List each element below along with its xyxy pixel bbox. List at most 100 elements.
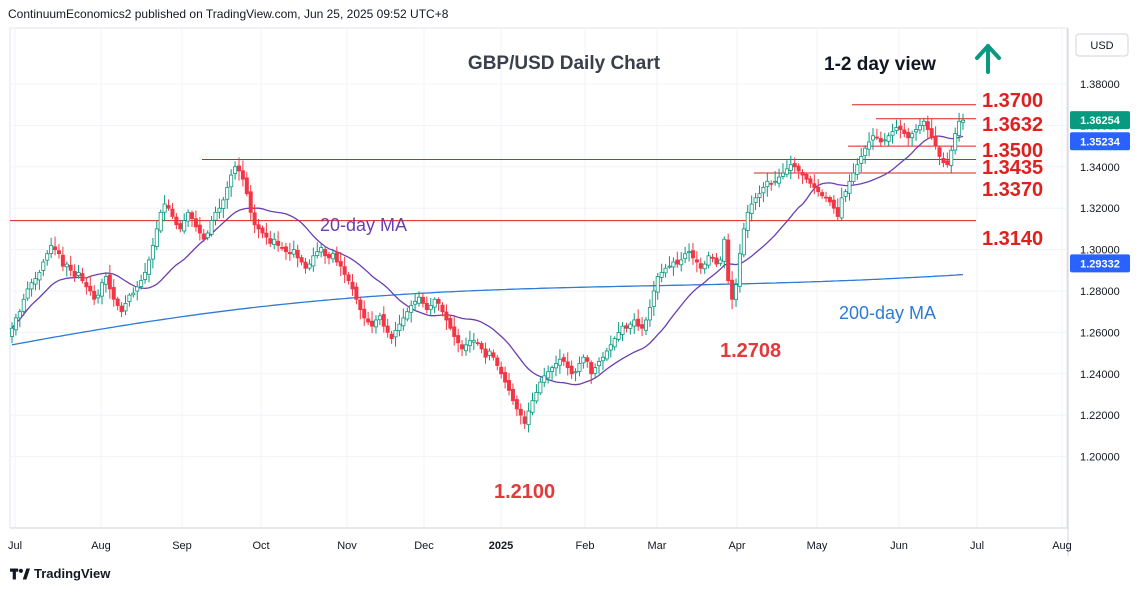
candle-body [460,344,465,350]
candle-body [56,250,61,255]
tradingview-footer[interactable]: TradingView [10,566,110,581]
candle-body [616,331,621,340]
candle-body [957,120,962,136]
level-label: 1.3370 [982,179,1043,201]
candle-body [307,263,312,269]
candle-body [29,282,34,290]
candle-body [354,286,359,300]
price-tag [1070,111,1130,130]
candle-body [96,294,101,299]
candle-body [276,240,281,246]
candle-body [487,350,492,356]
candle-body [135,286,140,292]
candle-body [100,282,105,297]
candle-body [687,251,692,254]
ma20-path [11,135,964,386]
candle-body [784,168,789,175]
candle-body [21,298,26,312]
candle-body [573,371,578,374]
candle-body [53,246,58,251]
tradingview-logo-icon [10,568,30,579]
y-tick-label: 1.32000 [1080,203,1120,215]
candle-body [92,290,97,300]
candle-body [749,203,754,215]
candle-body [444,311,449,321]
candle-body [577,363,582,372]
candle-body [788,164,793,171]
candle-body [597,360,602,367]
candle-body [370,320,375,327]
y-tick-label: 1.34000 [1080,162,1120,174]
candle-body [538,381,543,394]
candle-body [882,139,887,142]
candle-body [209,220,214,235]
up-arrow-head [975,44,1001,60]
candle-body [507,380,512,391]
candle-body [780,172,785,177]
candle-body [178,223,183,230]
candle-body [953,133,958,151]
candle-body [186,211,191,222]
currency-box [1075,33,1129,57]
annotation-label: 1.2100 [494,481,555,503]
candle-body [436,299,441,304]
candle-body [432,298,437,308]
candle-body [726,239,731,282]
axes: USD1.380001.360001.340001.320001.300001.… [8,28,1130,556]
x-tick-label: Feb [576,540,595,552]
candle-body [377,315,382,321]
candle-body [804,173,809,180]
x-tick-label: Apr [728,540,745,552]
level-label: 1.3140 [982,228,1043,250]
candle-body [706,255,711,266]
candlesticks [9,112,966,433]
candle-body [393,329,398,338]
candle-body [851,172,856,182]
candle-body [565,361,570,368]
candle-body [941,158,946,164]
candle-body [260,227,265,234]
candle-body [659,271,664,278]
ma200-line [11,273,964,346]
candle-body [201,233,206,240]
candle-body [330,253,335,260]
candle-body [162,203,167,213]
candle-body [651,290,656,307]
annotation-label: 1.2708 [720,340,781,362]
candle-body [9,327,14,337]
candle-body [495,357,500,366]
candle-body [870,135,875,141]
candle-body [730,279,735,300]
candle-body [593,367,598,374]
candle-body [139,280,144,287]
candle-body [820,192,825,197]
candle-body [522,416,527,424]
candle-body [534,392,539,402]
candle-body [683,253,688,260]
candle-body [467,340,472,347]
candle-body [542,375,547,383]
candle-body [761,187,766,194]
candle-body [921,120,926,127]
candle-body [88,285,93,292]
x-tick-label: Jul [8,540,22,552]
candle-body [295,249,300,259]
candle-body [334,252,339,263]
candle-body [299,257,304,263]
candle-body [827,197,832,203]
candle-body [600,356,605,362]
candle-body [949,149,954,166]
candle-body [604,350,609,360]
level-label: 1.3700 [982,90,1043,112]
candle-body [236,165,241,172]
candle-body [722,238,727,262]
candle-body [550,367,555,372]
candle-body [796,165,801,172]
candle-body [319,247,324,253]
level-label: 1.3435 [982,157,1043,179]
candle-body [503,372,508,383]
candle-body [479,343,484,350]
candle-body [902,129,907,135]
candle-body [557,358,562,366]
